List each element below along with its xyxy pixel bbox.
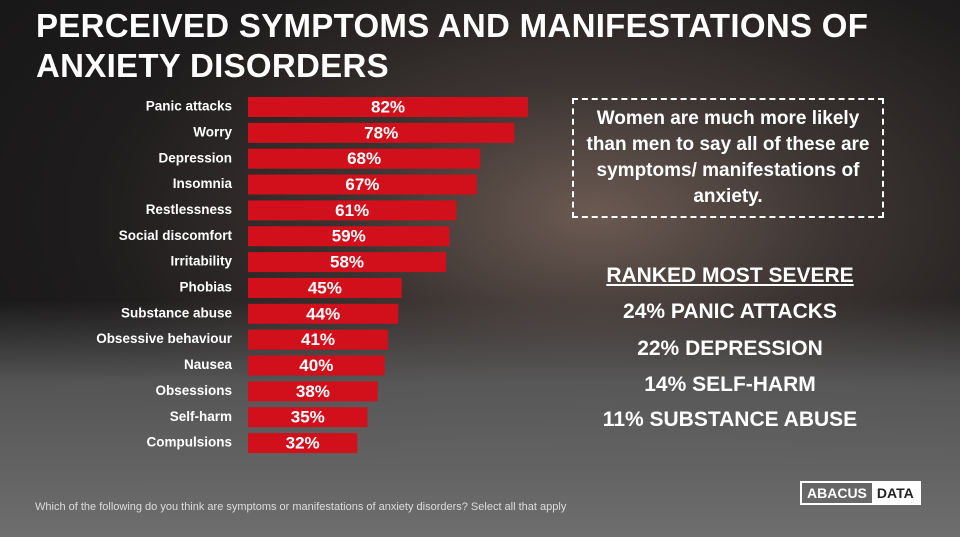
bar-value-label: 78% — [364, 123, 398, 142]
bar-value-label: 68% — [347, 149, 381, 168]
bar — [248, 381, 378, 402]
bar — [248, 97, 529, 117]
bar — [248, 200, 457, 221]
ranked-item: 11% SUBSTANCE ABUSE — [602, 408, 858, 431]
bar-value-label: 45% — [308, 278, 342, 297]
bar — [248, 122, 515, 143]
bar-value-label: 58% — [330, 253, 364, 272]
ranked-heading: RANKED MOST SEVERE — [606, 264, 854, 287]
category-label: Insomnia — [173, 176, 233, 191]
category-label: Obsessive behaviour — [96, 331, 233, 346]
bar-value-label: 41% — [301, 330, 335, 349]
category-label: Nausea — [184, 357, 233, 372]
category-label: Worry — [193, 124, 232, 139]
bar-value-label: 82% — [371, 97, 405, 116]
category-label: Substance abuse — [121, 305, 233, 320]
category-label: Depression — [158, 150, 232, 165]
bar — [248, 226, 450, 247]
bar — [248, 355, 385, 376]
bar — [248, 148, 481, 169]
bar-value-label: 40% — [299, 356, 333, 375]
bar-value-label: 59% — [332, 227, 366, 246]
bar — [248, 433, 358, 454]
ranked-item: 22% DEPRESSION — [637, 337, 823, 360]
bar — [248, 407, 368, 428]
bar — [248, 277, 402, 298]
logo-text: DATA — [871, 483, 919, 503]
category-label: Irritability — [170, 254, 232, 269]
ranked-item: 14% SELF-HARM — [644, 373, 816, 396]
category-label: Obsessions — [155, 383, 232, 398]
bar — [248, 329, 389, 350]
ranked-item: 24% PANIC ATTACKS — [623, 300, 837, 323]
category-label: Compulsions — [146, 435, 232, 450]
title: PERCEIVED SYMPTOMS AND MANIFESTATIONS OF… — [36, 7, 869, 84]
callout: Women are much more likely than men to s… — [572, 98, 884, 218]
bar-value-label: 67% — [345, 175, 379, 194]
bar-value-label: 38% — [296, 382, 330, 401]
bar-value-label: 32% — [286, 434, 320, 453]
bar-value-label: 61% — [335, 201, 369, 220]
bar — [248, 174, 477, 195]
bar — [248, 252, 447, 273]
bar-value-label: 44% — [306, 304, 340, 323]
bar — [248, 303, 399, 324]
footnote: Which of the following do you think are … — [35, 501, 567, 513]
logo-text: ABACUS — [807, 485, 867, 501]
category-label: Panic attacks — [146, 99, 232, 114]
logo: ABACUS DATA — [800, 481, 921, 505]
category-label: Restlessness — [146, 202, 232, 217]
bar-value-label: 35% — [291, 408, 325, 427]
category-label: Phobias — [179, 280, 232, 295]
category-label: Self-harm — [170, 409, 232, 424]
category-label: Social discomfort — [119, 228, 233, 243]
